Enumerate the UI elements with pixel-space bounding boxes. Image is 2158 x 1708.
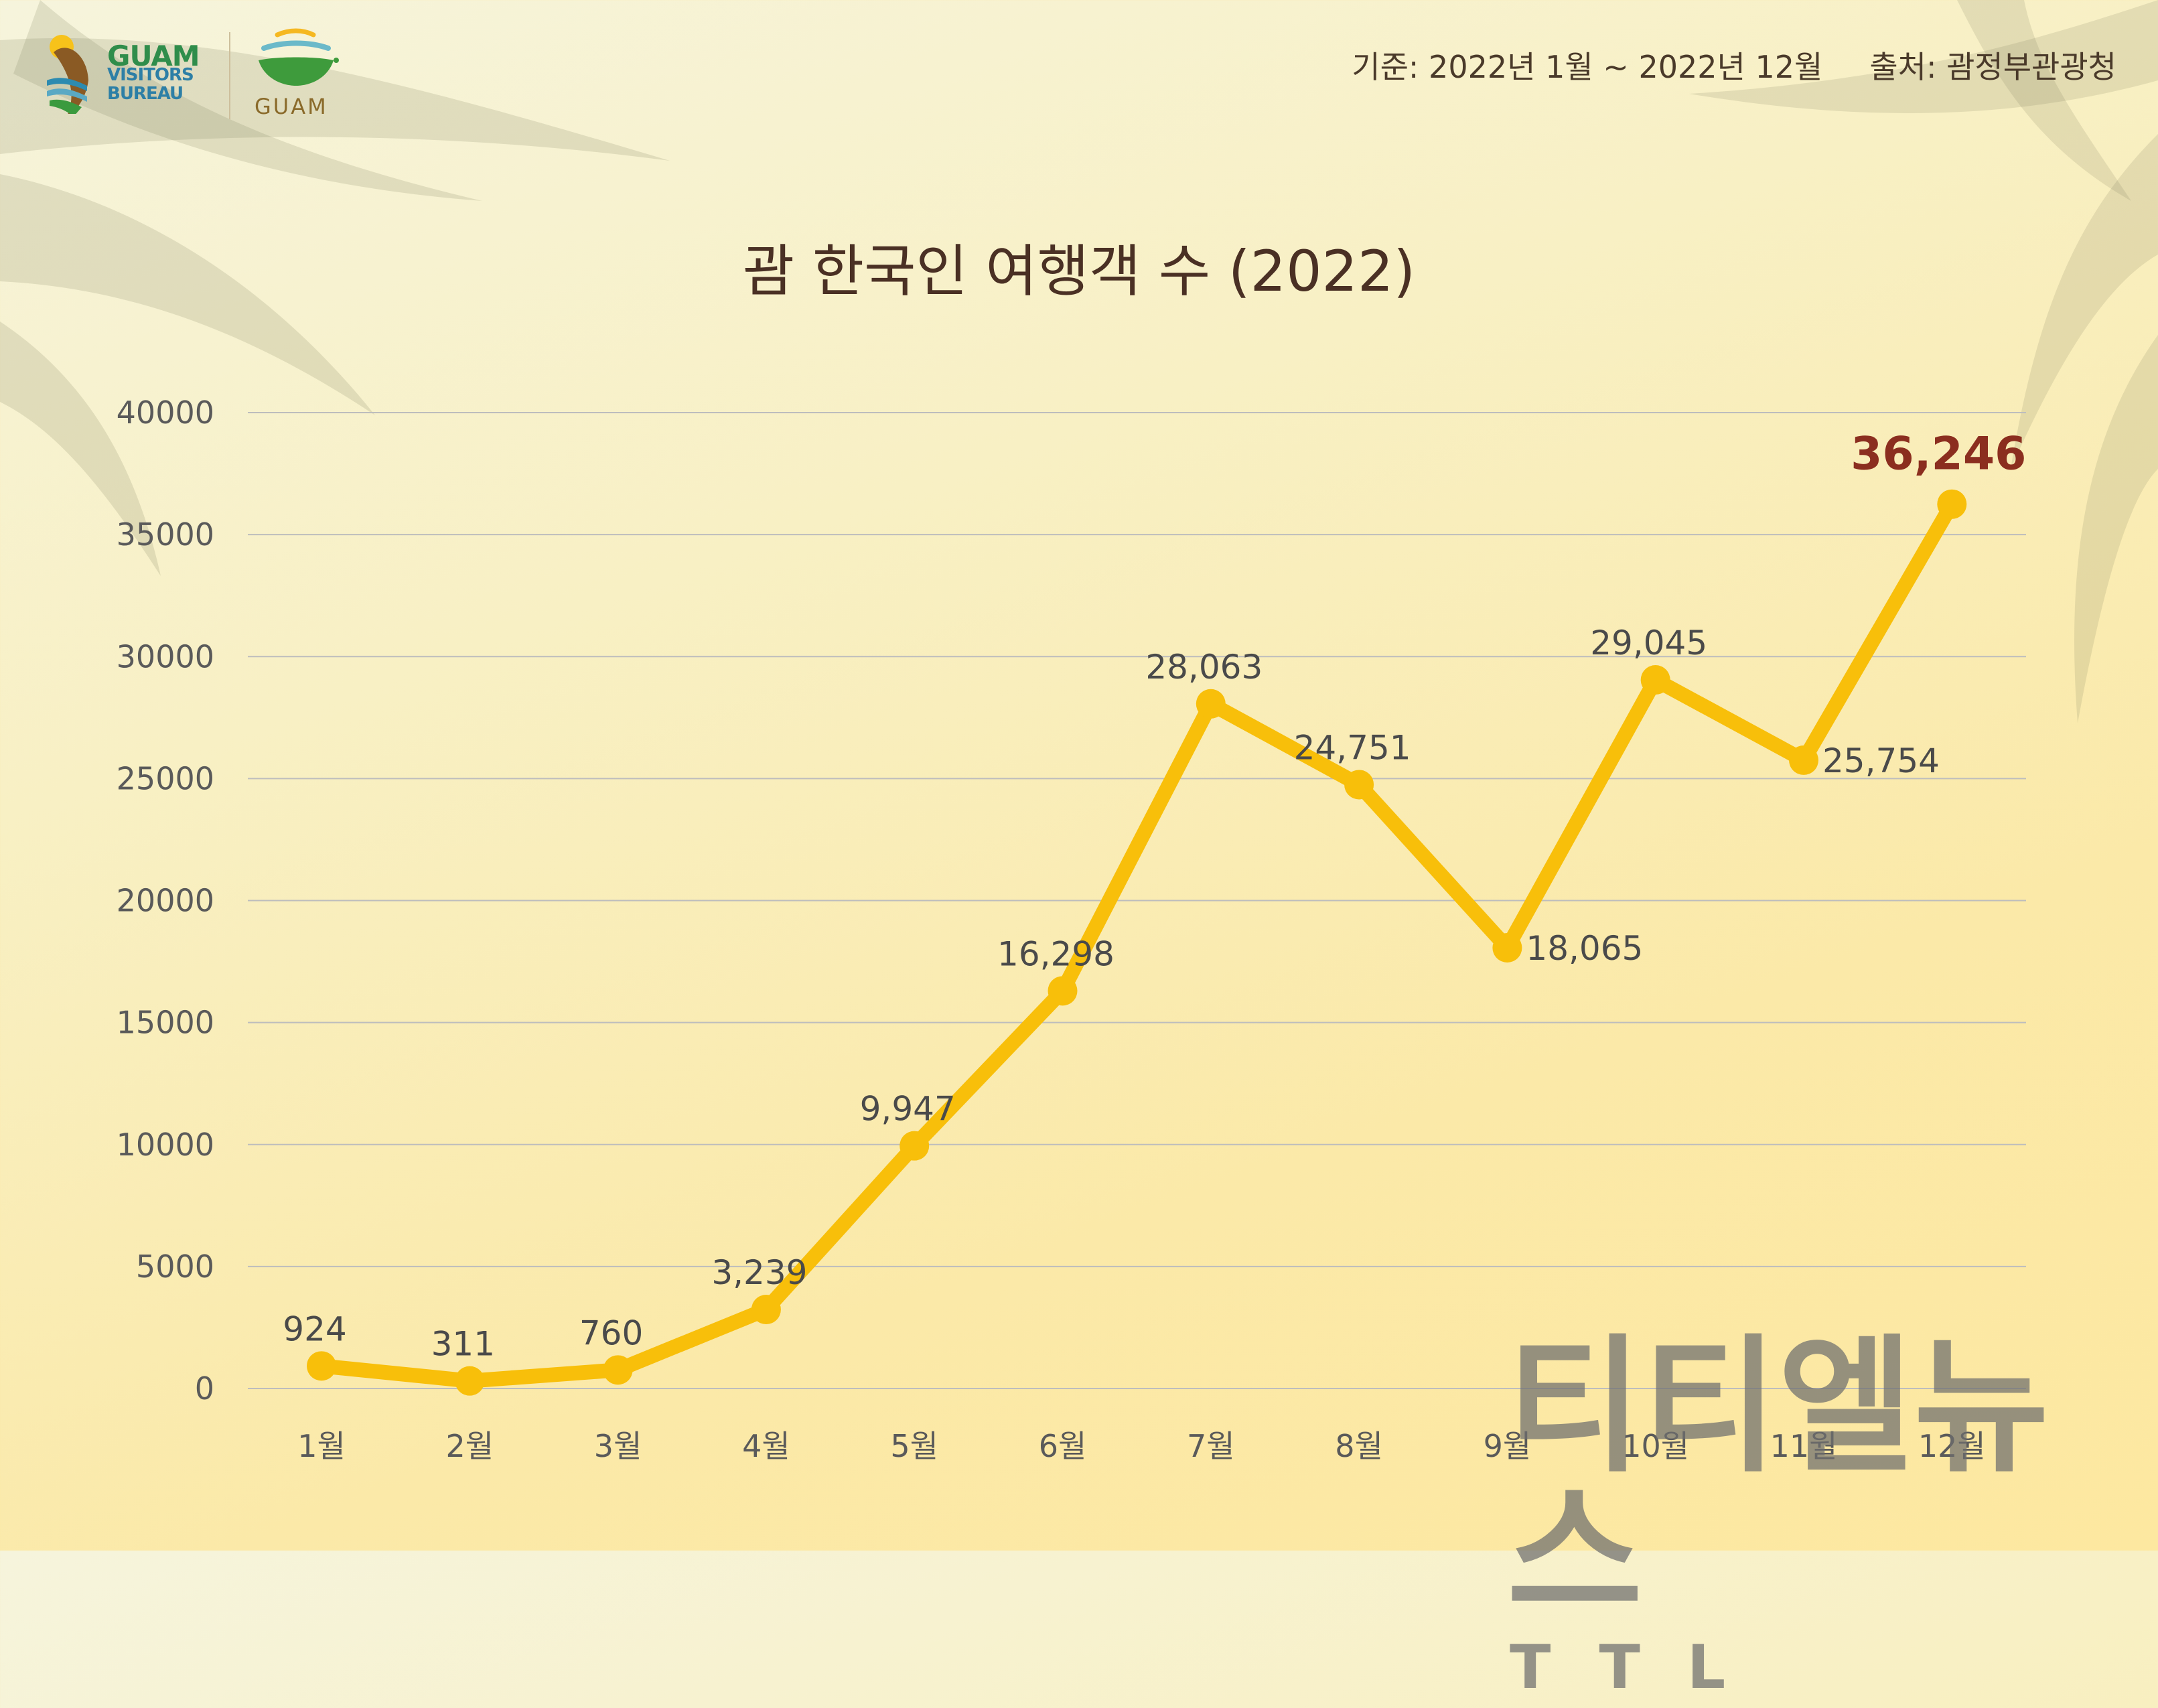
data-point xyxy=(1344,770,1374,800)
x-tick-label: 10월 xyxy=(1622,1428,1689,1464)
x-tick-label: 8월 xyxy=(1335,1428,1383,1464)
guam-wordmark: GUAM xyxy=(255,94,328,119)
logo-line-3: BUREAU xyxy=(107,84,184,104)
x-tick-label: 6월 xyxy=(1039,1428,1087,1464)
y-tick-label: 30000 xyxy=(117,638,214,674)
data-point xyxy=(307,1351,336,1381)
line-chart: 0 5000 10000 15000 20000 25000 30000 35000 40000… xyxy=(117,395,2027,1464)
logo-line-1: GUAM xyxy=(107,40,200,72)
data-label: 16,298 xyxy=(997,934,1114,973)
data-point xyxy=(1640,665,1670,695)
y-tick-label: 15000 xyxy=(117,1005,214,1041)
watermark-korean: 티티엘뉴스 xyxy=(1507,1321,2049,1640)
data-label: 3,239 xyxy=(711,1253,807,1292)
x-tick-label: 3월 xyxy=(594,1428,642,1464)
data-point xyxy=(1196,689,1226,719)
data-label: 924 xyxy=(283,1309,346,1348)
y-tick-label: 5000 xyxy=(136,1249,214,1285)
y-tick-label: 20000 xyxy=(117,883,214,919)
logo-line-2: VISITORS xyxy=(107,65,194,85)
series-line xyxy=(314,496,1960,1389)
data-label: 29,045 xyxy=(1590,624,1707,662)
y-tick-label: 25000 xyxy=(117,760,214,796)
data-point xyxy=(1492,932,1522,963)
data-label: 28,063 xyxy=(1145,648,1263,687)
data-point xyxy=(455,1366,485,1396)
chart-title: 괌 한국인 여행객 수 (2022) xyxy=(742,238,1416,304)
gvb-wordmark: GUAM VISITORS BUREAU xyxy=(107,40,200,104)
data-point xyxy=(900,1131,930,1161)
x-tick-label: 9월 xyxy=(1484,1428,1532,1464)
x-tick-label: 4월 xyxy=(742,1428,790,1464)
y-tick-label: 10000 xyxy=(117,1127,214,1163)
x-tick-label: 12월 xyxy=(1918,1428,1986,1464)
x-tick-label: 2월 xyxy=(446,1428,494,1464)
source-info: 기준: 2022년 1월 ~ 2022년 12월 출처: 괌정부관광청 xyxy=(1352,43,2116,87)
data-label: 18,065 xyxy=(1526,929,1643,968)
header-logos: GUAM VISITORS BUREAU GUAM xyxy=(40,27,348,127)
x-tick-label: 7월 xyxy=(1187,1428,1235,1464)
data-label: 24,751 xyxy=(1294,728,1411,767)
y-tick-label: 35000 xyxy=(117,516,214,553)
source-text: 출처: 괌정부관광청 xyxy=(1869,49,2116,85)
x-tick-label: 5월 xyxy=(890,1428,938,1464)
y-tick-label: 40000 xyxy=(117,395,214,431)
data-label: 311 xyxy=(431,1325,495,1364)
guam-bowl-logo-icon xyxy=(259,28,339,86)
period-text: 기준: 2022년 1월 ~ 2022년 12월 xyxy=(1352,49,1823,85)
data-label: 25,754 xyxy=(1822,741,1940,780)
data-label: 760 xyxy=(579,1313,643,1352)
x-tick-label: 11월 xyxy=(1770,1428,1838,1464)
data-point xyxy=(1789,745,1818,775)
y-tick-label: 0 xyxy=(195,1370,214,1407)
data-point xyxy=(1937,489,1967,519)
watermark-english: TTL xyxy=(1510,1632,1773,1703)
data-point xyxy=(603,1355,633,1385)
data-label: 36,246 xyxy=(1851,428,2026,481)
logo-divider xyxy=(229,32,230,119)
x-tick-label: 1월 xyxy=(297,1428,346,1464)
data-label: 9,947 xyxy=(860,1090,956,1129)
data-point xyxy=(1048,976,1078,1006)
guam-visitors-bureau-logo-icon xyxy=(47,35,88,114)
ttl-news-watermark: 티티엘뉴스 TTL xyxy=(1507,1333,2158,1708)
data-point xyxy=(751,1295,781,1325)
